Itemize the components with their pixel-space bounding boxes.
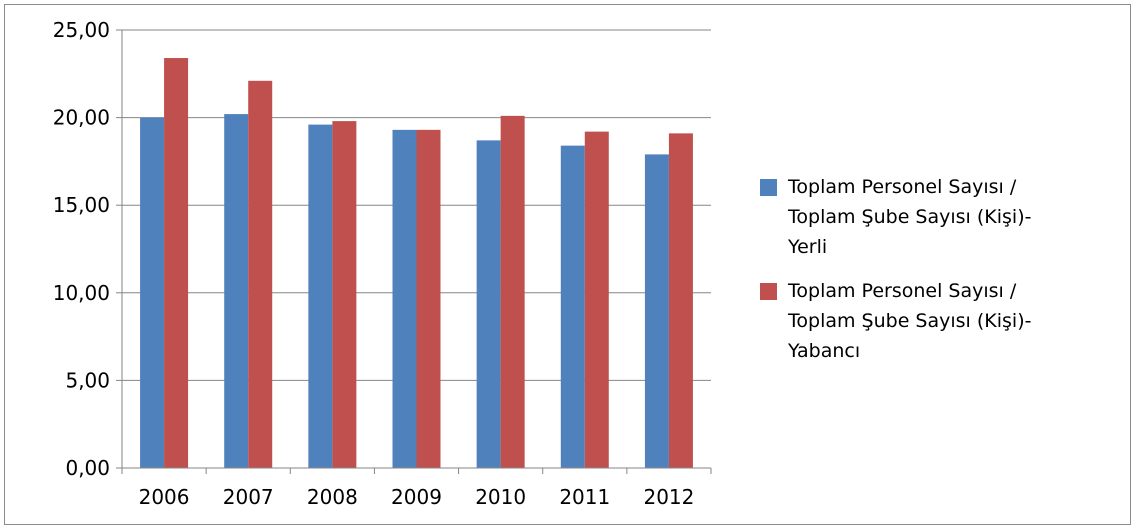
y-tick-label: 15,00 [53, 193, 110, 217]
bar-yabanci-2008 [332, 121, 357, 468]
legend-label-yerli: Toplam Personel Sayısı / Toplam Şube Say… [788, 176, 1032, 258]
bar-yabanci-2011 [584, 131, 609, 468]
legend-item-yabanci: Toplam Personel Sayısı / Toplam Şube Say… [760, 276, 1130, 366]
bar-yabanci-2009 [416, 129, 441, 468]
tick-labels: 0,00 5,00 10,00 15,00 20,00 25,00 2006 2007 2008… [53, 18, 695, 509]
x-tick-label: 2007 [223, 485, 274, 509]
x-tick-label: 2012 [643, 485, 694, 509]
y-tick-label: 5,00 [65, 368, 110, 392]
legend-swatch-yabanci [760, 283, 777, 300]
legend-item-yerli: Toplam Personel Sayısı / Toplam Şube Say… [760, 172, 1130, 262]
y-tick-label: 10,00 [53, 281, 110, 305]
legend: Toplam Personel Sayısı / Toplam Şube Say… [760, 172, 1130, 380]
y-tick-label: 20,00 [53, 106, 110, 130]
bar-yerli-2007 [224, 114, 249, 468]
bar-yerli-2010 [476, 140, 501, 468]
bar-yabanci-2012 [668, 133, 693, 469]
x-tick-label: 2009 [391, 485, 442, 509]
x-tick-label: 2008 [307, 485, 358, 509]
legend-label-yabanci: Toplam Personel Sayısı / Toplam Şube Say… [788, 280, 1032, 362]
x-tick-label: 2006 [139, 485, 190, 509]
y-tick-label: 25,00 [53, 18, 110, 42]
bars [140, 58, 693, 469]
bar-yerli-2006 [140, 117, 165, 468]
bar-yabanci-2006 [164, 58, 189, 468]
bar-yerli-2008 [308, 124, 333, 468]
bar-yerli-2011 [560, 145, 585, 468]
y-tick-label: 0,00 [65, 456, 110, 480]
bar-yabanci-2007 [248, 80, 273, 469]
bar-yabanci-2010 [500, 115, 525, 469]
bar-yerli-2009 [392, 129, 417, 468]
axes [116, 29, 712, 474]
legend-swatch-yerli [760, 179, 777, 196]
x-tick-label: 2010 [475, 485, 526, 509]
x-tick-label: 2011 [559, 485, 610, 509]
bar-yerli-2012 [644, 154, 669, 468]
